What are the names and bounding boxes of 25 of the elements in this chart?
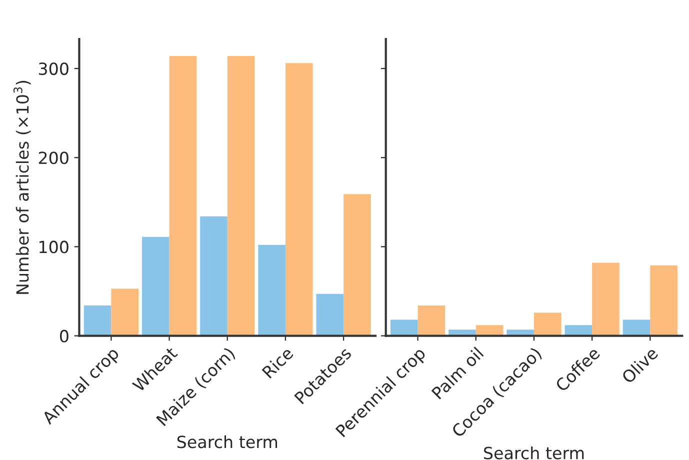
y-tick-label: 200 (38, 152, 68, 164)
bar (258, 244, 286, 336)
y-tick-label: 300 (38, 62, 68, 76)
bar (84, 306, 112, 336)
bar (142, 236, 170, 336)
bar (650, 265, 678, 336)
bar (111, 288, 138, 336)
bar (169, 56, 197, 336)
x-axis-title: Search term (177, 435, 278, 448)
y-tick-label: 100 (40, 240, 68, 254)
bar (227, 56, 255, 336)
bar (390, 320, 418, 336)
bar (622, 320, 650, 336)
y-axis-title: Number of articles (×10$^{3}$) (14, 80, 31, 294)
bar (592, 262, 620, 336)
bar (316, 294, 344, 336)
bar (476, 325, 504, 336)
bar (285, 63, 313, 336)
bar (344, 194, 371, 336)
bar (534, 312, 562, 336)
bar (418, 306, 446, 336)
x-axis-title: Search term (484, 446, 584, 460)
bar (564, 325, 592, 336)
y-tick-label: 0 (60, 330, 68, 342)
bar (200, 216, 228, 336)
